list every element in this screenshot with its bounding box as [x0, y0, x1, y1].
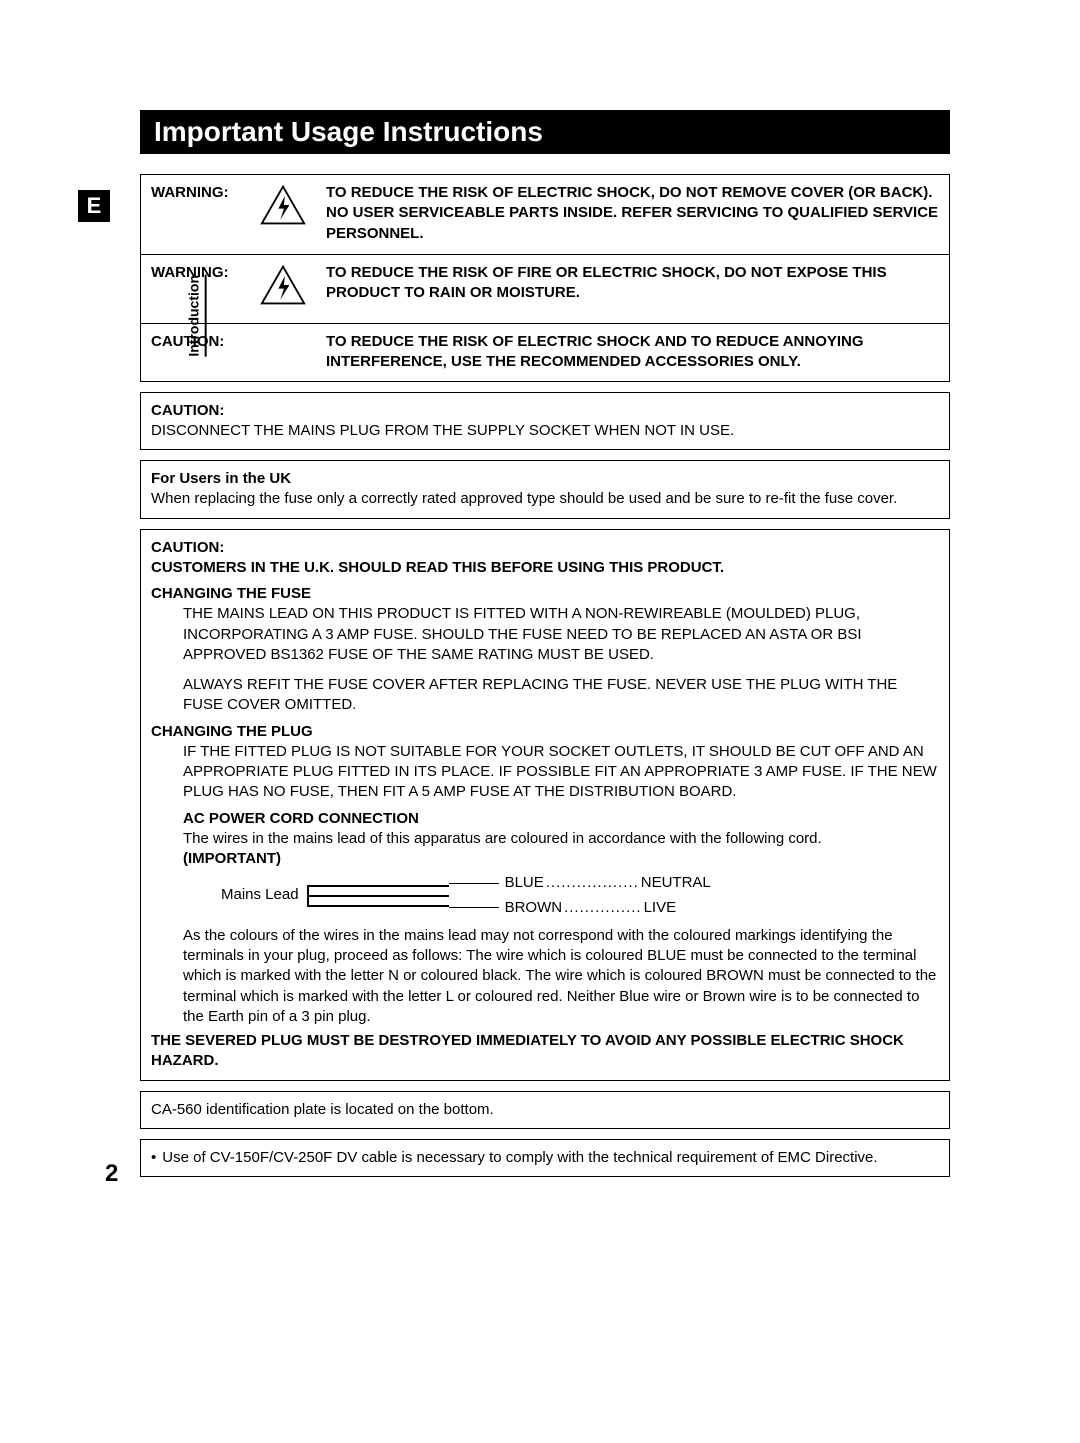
caution-text: TO REDUCE THE RISK OF ELECTRIC SHOCK AND… [326, 332, 939, 373]
plug-graphic [307, 885, 449, 907]
ac-heading: AC POWER CORD CONNECTION [151, 809, 939, 829]
emc-text: Use of CV-150F/CV-250F DV cable is neces… [162, 1148, 877, 1168]
fuse-paragraph-2: ALWAYS REFIT THE FUSE COVER AFTER REPLAC… [151, 675, 939, 716]
severed-plug-warning: THE SEVERED PLUG MUST BE DESTROYED IMMED… [151, 1031, 939, 1072]
divider [141, 254, 949, 255]
shock-triangle-icon [260, 183, 312, 233]
uk-users-heading: For Users in the UK [151, 469, 939, 489]
page-title: Important Usage Instructions [140, 110, 950, 154]
warning-label: WARNING: [151, 183, 246, 203]
bullet-icon: • [151, 1148, 156, 1168]
wire-dots: .................. [546, 873, 639, 893]
important-label: (IMPORTANT) [151, 849, 939, 869]
uk-caution-box: CAUTION: CUSTOMERS IN THE U.K. SHOULD RE… [140, 529, 950, 1081]
wire-role: NEUTRAL [641, 873, 711, 893]
identification-text: CA-560 identification plate is located o… [151, 1101, 494, 1118]
warning-row-1: WARNING: TO REDUCE THE RISK OF ELECTRIC … [151, 183, 939, 244]
wire-brown: BROWN ............... LIVE [449, 898, 711, 918]
identification-plate-box: CA-560 identification plate is located o… [140, 1091, 950, 1129]
fuse-paragraph-1: THE MAINS LEAD ON THIS PRODUCT IS FITTED… [151, 604, 939, 665]
warning-row-2: WARNING: TO REDUCE THE RISK OF FIRE OR E… [151, 263, 939, 313]
uk-users-box: For Users in the UK When replacing the f… [140, 460, 950, 519]
plug-heading: CHANGING THE PLUG [151, 722, 939, 742]
wire-dots: ............... [564, 898, 642, 918]
language-badge: E [78, 190, 110, 222]
wire-blue: BLUE .................. NEUTRAL [449, 873, 711, 893]
mains-lead-diagram: Mains Lead BLUE .................. NEUTR… [221, 873, 939, 918]
caution-label: CAUTION: [151, 401, 939, 421]
ac-paragraph-2: As the colours of the wires in the mains… [151, 926, 939, 1027]
shock-triangle-icon [260, 263, 312, 313]
wire-lines: BLUE .................. NEUTRAL BROWN ..… [449, 873, 711, 918]
fuse-heading: CHANGING THE FUSE [151, 584, 939, 604]
mains-lead-label: Mains Lead [221, 885, 299, 905]
uk-users-text: When replacing the fuse only a correctly… [151, 489, 939, 509]
page: Important Usage Instructions E Introduct… [0, 0, 1080, 1443]
customers-line: CUSTOMERS IN THE U.K. SHOULD READ THIS B… [151, 558, 939, 578]
caution-box-disconnect: CAUTION: DISCONNECT THE MAINS PLUG FROM … [140, 392, 950, 451]
warning-box-1: WARNING: TO REDUCE THE RISK OF ELECTRIC … [140, 174, 950, 382]
plug-paragraph-1: IF THE FITTED PLUG IS NOT SUITABLE FOR Y… [151, 742, 939, 803]
divider [141, 323, 949, 324]
warning-text: TO REDUCE THE RISK OF ELECTRIC SHOCK, DO… [326, 183, 939, 244]
section-tab: Introduction [186, 275, 207, 357]
caution-label: CAUTION: [151, 538, 939, 558]
wire-color: BROWN [505, 898, 563, 918]
caution-text: DISCONNECT THE MAINS PLUG FROM THE SUPPL… [151, 421, 939, 441]
wire-role: LIVE [644, 898, 677, 918]
caution-row-1: CAUTION: TO REDUCE THE RISK OF ELECTRIC … [151, 332, 939, 373]
emc-directive-box: • Use of CV-150F/CV-250F DV cable is nec… [140, 1139, 950, 1177]
wire-color: BLUE [505, 873, 544, 893]
ac-paragraph-1: The wires in the mains lead of this appa… [151, 829, 939, 849]
page-number: 2 [105, 1160, 118, 1188]
warning-text: TO REDUCE THE RISK OF FIRE OR ELECTRIC S… [326, 263, 939, 304]
